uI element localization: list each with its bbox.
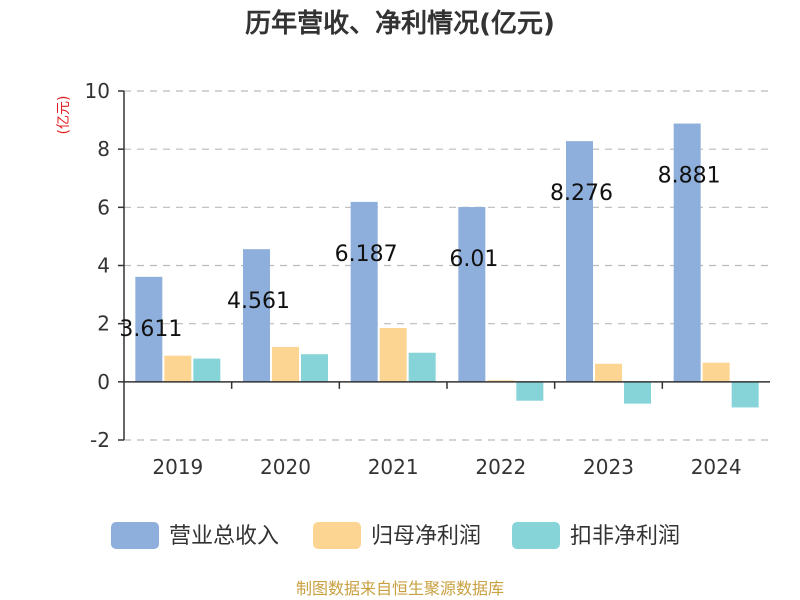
data-label-revenue: 8.276 — [550, 181, 613, 206]
legend-item-归母净利润[interactable]: 归母净利润 — [313, 522, 481, 549]
y-axis-ticks: -2 0 2 4 6 8 10 — [85, 79, 124, 452]
source-note: 制图数据来自恒生聚源数据库 — [296, 579, 504, 598]
x-tick-label: 2022 — [475, 455, 526, 479]
data-label-revenue: 6.187 — [335, 242, 398, 267]
x-axis-ticks: 2019 2020 2021 2022 2023 2024 — [152, 381, 742, 479]
bar-营业总收入-2021 — [350, 201, 378, 382]
bar-营业总收入-2022 — [458, 207, 486, 382]
bar-扣非净利润-2023 — [624, 381, 651, 404]
x-tick-label: 2023 — [583, 455, 634, 479]
bar-归母净利润-2023 — [595, 363, 622, 382]
bar-扣非净利润-2019 — [193, 358, 221, 382]
x-tick-label: 2024 — [691, 455, 742, 479]
legend-swatch — [111, 522, 159, 549]
legend-swatch — [313, 522, 361, 549]
y-axis-unit-label: (亿元) — [56, 96, 72, 135]
bar-扣非净利润-2021 — [408, 352, 436, 382]
bar-扣非净利润-2020 — [301, 354, 328, 382]
y-tick-label: 6 — [97, 195, 110, 219]
legend-label: 营业总收入 — [169, 524, 279, 549]
bar-归母净利润-2019 — [164, 355, 192, 382]
x-tick-label: 2021 — [368, 455, 419, 479]
chart-title: 历年营收、净利情况(亿元) — [245, 8, 555, 39]
legend-item-扣非净利润[interactable]: 扣非净利润 — [512, 522, 680, 549]
bar-归母净利润-2021 — [379, 328, 407, 382]
data-label-revenue: 3.611 — [119, 317, 182, 342]
y-tick-label: 4 — [97, 254, 110, 278]
y-tick-label: -2 — [90, 428, 110, 452]
x-tick-label: 2020 — [260, 455, 311, 479]
bar-营业总收入-2019 — [135, 276, 163, 382]
y-tick-label: 2 — [97, 312, 110, 336]
bar-扣非净利润-2024 — [731, 381, 759, 408]
legend-label: 归母净利润 — [371, 524, 481, 549]
bar-扣非净利润-2022 — [516, 381, 544, 401]
legend-swatch — [512, 522, 560, 549]
bar-营业总收入-2023 — [566, 141, 593, 382]
legend-item-营业总收入[interactable]: 营业总收入 — [111, 522, 279, 549]
legend-label: 扣非净利润 — [570, 524, 680, 549]
bar-营业总收入-2020 — [243, 249, 270, 382]
y-tick-label: 10 — [85, 79, 110, 103]
bar-归母净利润-2020 — [272, 346, 299, 382]
y-tick-label: 8 — [97, 137, 110, 161]
data-label-revenue: 4.561 — [227, 289, 290, 314]
legend[interactable]: 营业总收入 归母净利润 扣非净利润 — [111, 522, 680, 549]
data-label-revenue: 8.881 — [658, 164, 721, 189]
y-tick-label: 0 — [97, 370, 110, 394]
bars — [135, 123, 759, 408]
grid-lines — [124, 90, 770, 441]
x-tick-label: 2019 — [152, 455, 203, 479]
data-labels: 3.611 4.561 6.187 6.01 8.276 8.881 — [119, 164, 720, 342]
data-label-revenue: 6.01 — [449, 247, 498, 272]
bar-营业总收入-2024 — [673, 123, 701, 382]
bar-归母净利润-2024 — [702, 362, 730, 382]
